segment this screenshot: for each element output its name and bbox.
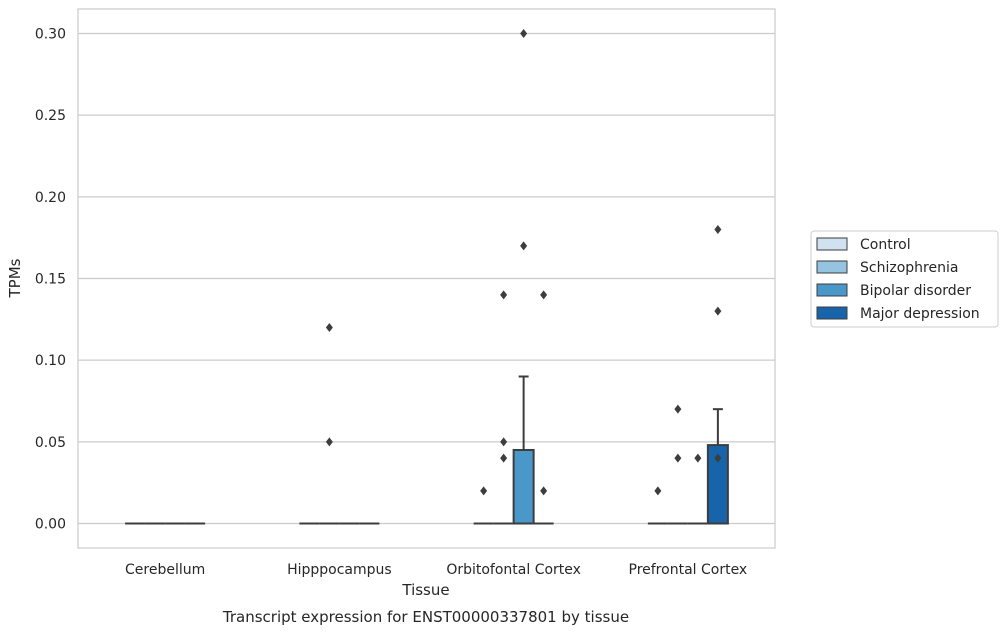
x-tick-label: Orbitofontal Cortex — [446, 562, 581, 578]
box — [687, 453, 708, 525]
outlier-point — [674, 404, 682, 414]
legend-label: Major depression — [860, 306, 980, 322]
outlier-point — [714, 225, 722, 234]
box — [473, 486, 494, 525]
legend-label: Schizophrenia — [860, 260, 958, 276]
legend-frame — [810, 230, 999, 328]
outlier-point — [694, 453, 702, 463]
outlier-point — [714, 306, 722, 316]
box — [319, 323, 340, 525]
series-control — [125, 486, 668, 525]
box — [512, 29, 535, 525]
y-tick-label: 0.20 — [35, 190, 66, 206]
outlier-point — [500, 453, 508, 463]
outlier-point — [520, 29, 528, 38]
x-axis-label: Tissue — [401, 581, 449, 599]
outlier-point — [325, 437, 333, 447]
legend-label: Bipolar disorder — [860, 283, 971, 299]
x-tick-label: Hipppocampus — [287, 562, 392, 578]
series-schizophrenia — [145, 290, 688, 525]
legend-items: Control Schizophrenia Bipolar disorder Majo… — [816, 237, 980, 322]
x-tick-label: Cerebellum — [125, 562, 205, 578]
x-axis-ticks: Cerebellum Hipppocampus Orbitofontal Corte… — [125, 562, 747, 578]
legend-swatch — [816, 260, 848, 274]
y-tick-label: 0.25 — [35, 108, 66, 124]
legend: Control Schizophrenia Bipolar disorder Majo… — [810, 230, 999, 328]
outlier-point — [500, 437, 508, 447]
box-series — [125, 29, 729, 525]
box — [493, 290, 514, 525]
legend-swatch — [816, 283, 848, 297]
plot-frame — [77, 8, 776, 549]
outlier-point — [654, 486, 662, 496]
x-tick-label: Prefrontal Cortex — [629, 562, 748, 578]
series-bipolar-disorder — [165, 29, 708, 525]
box — [647, 486, 668, 525]
legend-swatch — [816, 306, 848, 320]
outlier-point — [540, 290, 548, 300]
series-major-depression — [185, 225, 729, 525]
outlier-point — [674, 453, 682, 463]
legend-label: Control — [860, 237, 911, 253]
box — [667, 404, 688, 525]
outlier-point — [714, 453, 722, 463]
y-axis-ticks: 0.00 0.05 0.10 0.15 0.20 0.25 0.30 — [35, 27, 66, 533]
outlier-point — [325, 323, 333, 332]
box — [533, 290, 554, 525]
y-tick-label: 0.05 — [35, 435, 66, 451]
chart-caption: Transcript expression for ENST0000033780… — [222, 608, 629, 626]
outlier-point — [500, 290, 508, 300]
y-tick-label: 0.15 — [35, 272, 66, 288]
y-tick-label: 0.10 — [35, 353, 66, 369]
y-tick-label: 0.30 — [35, 27, 66, 43]
outlier-point — [540, 486, 548, 496]
y-axis-label: TPMs — [6, 258, 24, 298]
box-body — [512, 449, 535, 525]
legend-swatch — [816, 237, 848, 251]
outlier-point — [520, 241, 528, 251]
outlier-point — [480, 486, 488, 496]
y-tick-label: 0.00 — [35, 517, 66, 533]
box — [706, 225, 729, 525]
